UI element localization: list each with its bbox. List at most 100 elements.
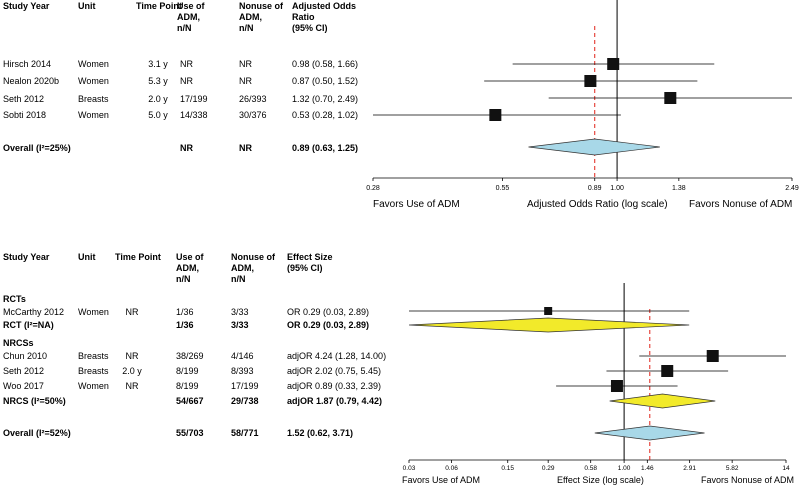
bottom-row-nonuse: 4/146 — [231, 351, 254, 361]
bottom-row-time: 2.0 y — [122, 366, 142, 376]
group-summary-use: 54/667 — [176, 396, 204, 406]
top-row-unit: Women — [78, 59, 109, 69]
bottom-row-study: Woo 2017 — [3, 381, 44, 391]
bottom-header-use: Use of ADM, n/N — [176, 252, 204, 284]
x-tick-label: 0.58 — [584, 465, 597, 472]
bottom-row-unit: Women — [78, 307, 109, 317]
study-point-square — [489, 109, 502, 121]
group-summary-nonuse: 29/738 — [231, 396, 259, 406]
top-row-effect: 0.98 (0.58, 1.66) — [292, 59, 359, 69]
top-row-effect: 0.53 (0.28, 1.02) — [292, 110, 359, 120]
x-tick-label: 0.89 — [588, 185, 602, 192]
bottom-row-effect: adjOR 2.02 (0.75, 5.45) — [287, 366, 382, 376]
top-row-nonuse: 30/376 — [239, 110, 267, 120]
top-row-time: 5.3 y — [148, 76, 168, 86]
top-row-use: 14/338 — [180, 110, 208, 120]
bottom-row-use: 1/36 — [176, 307, 194, 317]
top-axis-left-label: Favors Use of ADM — [373, 199, 460, 210]
top-header-study: Study Year — [3, 1, 50, 11]
top-row-study: Nealon 2020b — [3, 76, 60, 86]
top-header-unit: Unit — [78, 1, 96, 11]
group-summary-use: 1/36 — [176, 320, 194, 330]
bottom-header-unit: Unit — [78, 252, 96, 262]
bottom-header-nonuse: Nonuse of ADM, n/N — [231, 252, 275, 284]
x-tick-label: 2.49 — [785, 185, 799, 192]
pooled-diamond — [528, 138, 660, 156]
top-header-time: Time Point — [136, 1, 182, 11]
bottom-row-unit: Breasts — [78, 351, 109, 361]
x-tick-label: 1.00 — [618, 465, 631, 472]
x-tick-label: 0.15 — [501, 465, 514, 472]
bottom-axis-left-label: Favors Use of ADM — [402, 475, 481, 485]
x-tick-label: 14 — [782, 465, 790, 472]
x-tick-label: 2.91 — [683, 465, 696, 472]
bottom-header-effect: Effect Size (95% CI) — [287, 252, 333, 273]
bottom-row-use: 8/199 — [176, 381, 199, 391]
top-row-time: 2.0 y — [148, 94, 168, 104]
top-row-study: Seth 2012 — [3, 94, 45, 104]
bottom-overall-nonuse: 58/771 — [231, 428, 259, 438]
top-header-nonuse: Nonuse of ADM, n/N — [239, 1, 283, 33]
x-tick-label: 0.55 — [496, 185, 510, 192]
study-point-square — [607, 58, 620, 70]
x-tick-label: 0.03 — [403, 465, 416, 472]
bottom-row-study: Chun 2010 — [3, 351, 48, 361]
bottom-row-study: Seth 2012 — [3, 366, 45, 376]
group-summary-effect: adjOR 1.87 (0.79, 4.42) — [287, 396, 383, 406]
group-summary-label: RCT (I²=NA) — [3, 320, 54, 330]
top-row-study: Sobti 2018 — [3, 110, 47, 120]
top-overall-nonuse: NR — [239, 143, 252, 153]
top-row-effect: 0.87 (0.50, 1.52) — [292, 76, 359, 86]
top-row-use: 17/199 — [180, 94, 208, 104]
bottom-row-effect: adjOR 0.89 (0.33, 2.39) — [287, 381, 382, 391]
top-row-effect: 1.32 (0.70, 2.49) — [292, 94, 359, 104]
top-row-use: NR — [180, 59, 193, 69]
x-tick-label: 5.82 — [726, 465, 739, 472]
top-overall-effect: 0.89 (0.63, 1.25) — [292, 143, 359, 153]
bottom-row-unit: Women — [78, 381, 109, 391]
top-row-unit: Women — [78, 76, 109, 86]
bottom-row-time: NR — [125, 351, 139, 361]
top-overall-use: NR — [180, 143, 193, 153]
study-point-square — [544, 307, 553, 315]
study-point-square — [584, 75, 597, 87]
bottom-row-use: 8/199 — [176, 366, 199, 376]
top-row-unit: Breasts — [78, 94, 109, 104]
bottom-row-study: McCarthy 2012 — [3, 307, 65, 317]
bottom-row-time: NR — [125, 381, 139, 391]
top-row-time: 3.1 y — [148, 59, 168, 69]
bottom-overall-effect: 1.52 (0.62, 3.71) — [287, 428, 354, 438]
top-axis-center-label: Adjusted Odds Ratio (log scale) — [527, 199, 668, 210]
bottom-row-nonuse: 8/393 — [231, 366, 254, 376]
top-row-nonuse: 26/393 — [239, 94, 267, 104]
x-tick-label: 1.46 — [641, 465, 654, 472]
top-row-unit: Women — [78, 110, 109, 120]
pooled-diamond — [609, 393, 716, 409]
bottom-row-unit: Breasts — [78, 366, 109, 376]
top-row-use: NR — [180, 76, 193, 86]
bottom-axis-center-label: Effect Size (log scale) — [557, 475, 644, 485]
x-tick-label: 0.06 — [445, 465, 458, 472]
study-point-square — [610, 380, 623, 392]
group-title: NRCSs — [3, 338, 34, 348]
top-row-nonuse: NR — [239, 76, 252, 86]
bottom-axis-right-label: Favors Nonuse of ADM — [701, 475, 795, 485]
bottom-row-use: 38/269 — [176, 351, 204, 361]
group-title: RCTs — [3, 294, 26, 304]
x-tick-label: 0.28 — [366, 185, 380, 192]
top-row-time: 5.0 y — [148, 110, 168, 120]
study-point-square — [664, 92, 677, 104]
top-row-study: Hirsch 2014 — [3, 59, 52, 69]
pooled-diamond — [594, 425, 705, 441]
top-axis-right-label: Favors Nonuse of ADM — [689, 199, 793, 210]
top-row-nonuse: NR — [239, 59, 252, 69]
pooled-diamond — [408, 317, 690, 333]
x-tick-label: 0.29 — [542, 465, 555, 472]
x-tick-label: 1.00 — [610, 185, 624, 192]
bottom-header-time: Time Point — [115, 252, 161, 262]
x-tick-label: 1.38 — [672, 185, 686, 192]
bottom-row-effect: OR 0.29 (0.03, 2.89) — [287, 307, 370, 317]
bottom-row-nonuse: 3/33 — [231, 307, 249, 317]
